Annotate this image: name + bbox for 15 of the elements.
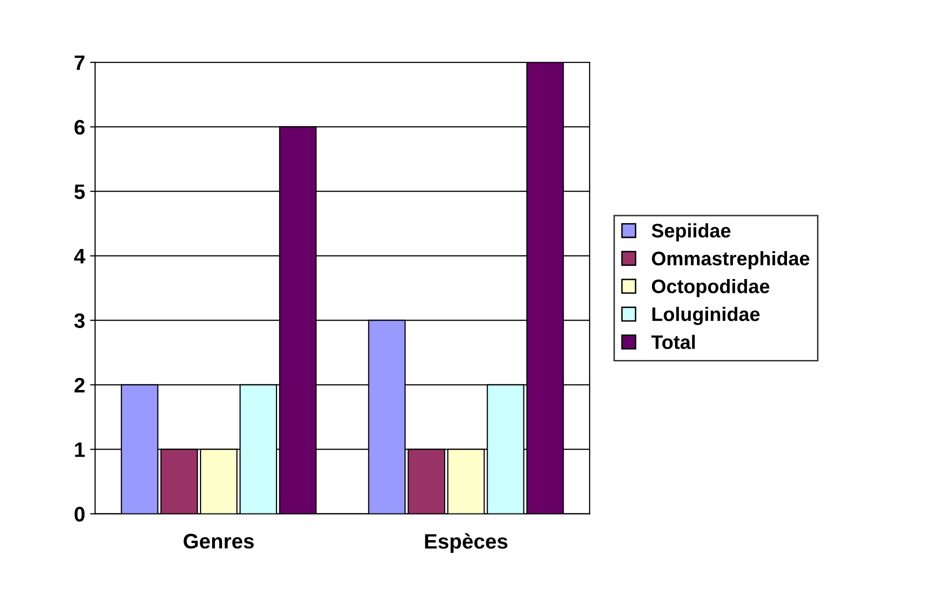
y-tick-label: 4 xyxy=(74,249,86,264)
legend-label: Octopodidae xyxy=(652,278,770,298)
legend-label: Ommastrephidae xyxy=(652,251,810,270)
x-tick-label: Genres xyxy=(184,534,254,549)
legend-label: Loluginidae xyxy=(652,306,760,326)
y-tick-label: 2 xyxy=(74,378,85,392)
y-tick-label: 6 xyxy=(74,120,85,135)
y-tick-label: 7 xyxy=(74,56,84,70)
x-tick-label: Espèces xyxy=(425,533,508,553)
y-tick-label: 0 xyxy=(74,506,85,522)
y-tick-label: 1 xyxy=(75,442,85,457)
legend-label: Total xyxy=(651,334,695,350)
y-tick-label: 3 xyxy=(74,313,85,328)
legend-label: Sepiidae xyxy=(652,223,730,242)
y-tick-label: 5 xyxy=(74,184,85,200)
